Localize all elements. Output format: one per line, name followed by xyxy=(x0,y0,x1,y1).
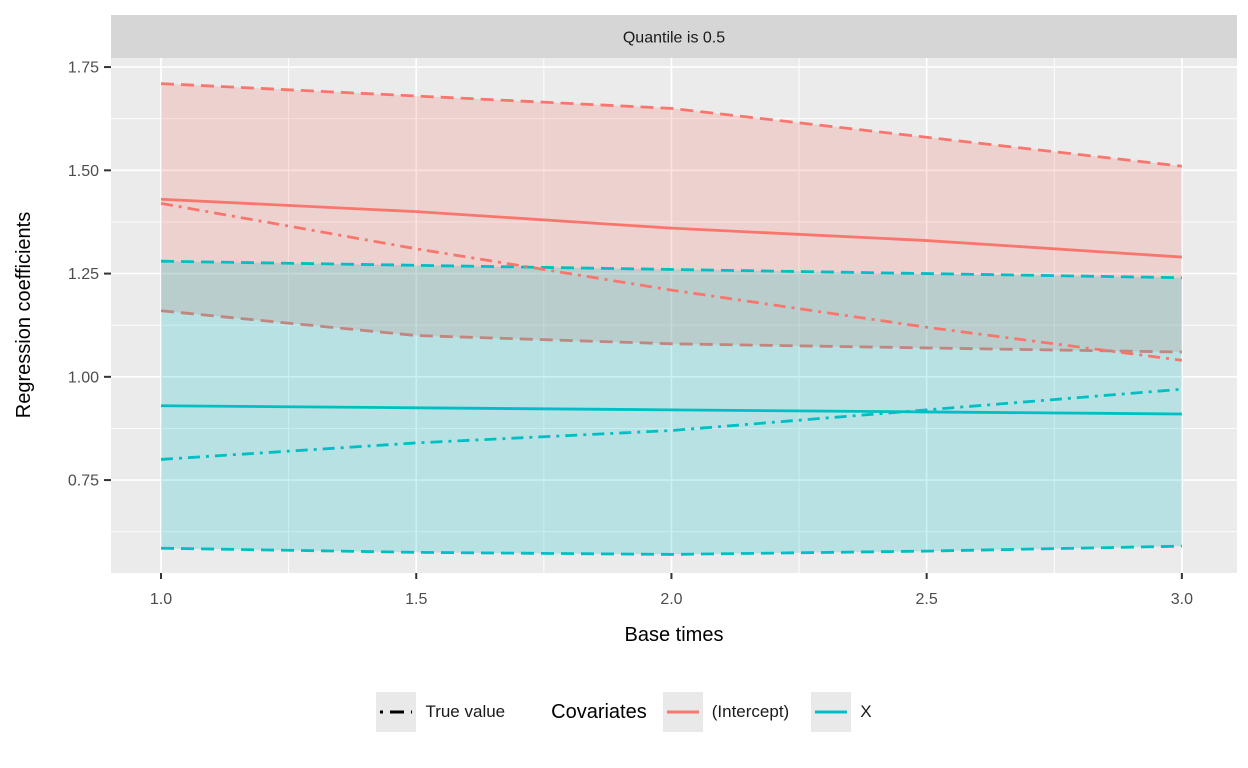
x-tick-label: 2.5 xyxy=(916,591,938,608)
x-covariate-key-swatch xyxy=(811,692,852,732)
facet-strip-label: Quantile is 0.5 xyxy=(623,30,725,47)
x-covariate-label: X xyxy=(860,702,872,721)
confidence-ribbon-(Intercept) xyxy=(161,83,1182,353)
upper-bound-X xyxy=(160,259,1182,280)
series-layer xyxy=(160,197,1182,416)
x-tick-label: 3.0 xyxy=(1171,591,1193,608)
estimate-X xyxy=(161,404,1182,416)
y-tick-label: 1.50 xyxy=(68,163,99,180)
grid-layer xyxy=(111,58,1237,573)
y-tick-label: 1.75 xyxy=(68,60,99,77)
estimate-(Intercept) xyxy=(160,197,1182,259)
legend-item-true-value: True value xyxy=(376,692,505,732)
true-value-label: True value xyxy=(425,702,506,721)
ribbon-layer xyxy=(160,82,1183,556)
panel-background xyxy=(111,58,1237,573)
axis-tick-layer: 1.0 1.5 2.0 2.5 3.0 0.75 1.00 1.25 1.50 1.75 xyxy=(68,60,1193,608)
x-tick-label: 1.5 xyxy=(405,591,427,608)
x-tick-label: 2.0 xyxy=(660,591,682,608)
true-value-key-swatch xyxy=(376,692,417,732)
y-tick-label: 0.75 xyxy=(68,473,99,490)
y-tick-label: 1.25 xyxy=(68,266,99,283)
intercept-key xyxy=(662,692,703,732)
lower-bound-X xyxy=(160,544,1182,556)
lower-bound-(Intercept) xyxy=(160,309,1182,354)
intercept-key-swatch xyxy=(662,692,703,732)
x-covariate-key xyxy=(811,692,852,732)
legend-item-intercept: (Intercept) xyxy=(662,692,790,732)
legend-item-x: X xyxy=(811,692,872,732)
confidence-ribbon-X xyxy=(161,261,1182,555)
true-value-(Intercept) xyxy=(160,201,1183,362)
true-value-layer xyxy=(160,201,1183,461)
x-tick-label: 1.0 xyxy=(150,591,172,608)
upper-bound-(Intercept) xyxy=(160,82,1183,168)
true-value-X xyxy=(160,387,1182,461)
facet-strip xyxy=(111,15,1237,58)
y-tick-label: 1.00 xyxy=(68,369,99,386)
legend-title: Covariates xyxy=(551,700,647,723)
intercept-label: (Intercept) xyxy=(711,702,790,721)
true-value-key xyxy=(376,692,417,732)
quantile-regression-plot: Quantile is 0.5 1.0 1.5 2.0 2.5 3.00.751.001… xyxy=(13,15,1237,646)
x-axis-title: Base times xyxy=(625,624,724,646)
y-axis-title: Regression coefficients xyxy=(13,212,35,418)
legend: True value Covariates (Intercept) X xyxy=(0,688,1248,736)
